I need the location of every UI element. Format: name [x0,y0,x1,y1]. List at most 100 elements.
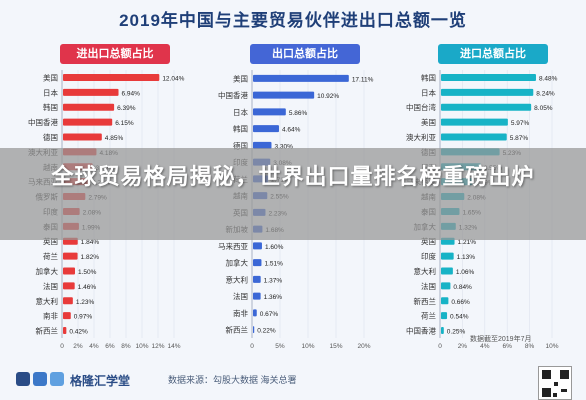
data-label: 1.23% [76,299,95,306]
x-tick-label: 0 [250,343,254,350]
category-label: 荷兰 [43,251,58,261]
category-label: 德国 [43,132,58,142]
x-tick-label: 4% [89,343,99,350]
category-label: 英国 [43,236,58,246]
data-label: 5.86% [289,110,308,117]
x-tick-label: 8% [121,343,131,350]
data-label: 1.36% [264,294,283,301]
x-tick-label: 14% [167,343,180,350]
panel-header-import-export: 进出口总额占比 [60,44,170,64]
x-tick-label: 6% [105,343,115,350]
bar [253,91,315,99]
data-label: 1.84% [81,239,100,246]
bar [253,74,349,82]
category-label: 加拿大 [226,258,249,268]
category-label: 美国 [43,72,58,82]
category-label: 加拿大 [36,266,59,276]
x-tick-label: 10% [135,343,148,350]
bar [441,327,444,335]
data-label: 4.64% [282,127,301,134]
bar [441,267,453,275]
bar [441,88,534,96]
data-label: 4.85% [105,135,124,142]
x-tick-label: 2% [458,343,468,350]
category-label: 美国 [233,73,248,83]
data-label: 0.66% [451,299,470,306]
category-label: 新西兰 [226,325,249,335]
category-label: 法国 [43,281,58,291]
data-label: 0.67% [260,311,279,318]
data-label: 1.50% [78,269,97,276]
bar [63,133,102,141]
bar [441,297,449,305]
data-label: 0.97% [74,314,93,321]
category-label: 中国台湾 [406,102,436,112]
category-label: 韩国 [233,124,248,134]
page-title: 2019年中国与主要贸易伙伴进出口总额一览 [119,11,467,30]
bar [441,133,507,141]
bar [253,125,279,133]
x-tick-label: 2% [73,343,83,350]
data-label: 0.25% [447,329,466,336]
category-label: 马来西亚 [218,242,248,251]
category-label: 韩国 [421,72,436,82]
data-label: 1.60% [265,244,284,251]
bar [253,292,261,300]
data-label: 1.06% [456,269,475,276]
bar [63,73,160,81]
x-tick-label: 6% [502,343,512,350]
data-label: 10.92% [317,93,339,100]
x-tick-label: 15% [329,343,342,350]
bar [63,282,75,290]
bar [441,103,532,111]
data-label: 1.37% [264,277,283,284]
bar [253,259,262,267]
bar [63,103,115,111]
bar [253,242,262,250]
data-label: 5.97% [511,120,530,127]
category-label: 日本 [421,87,436,97]
data-label: 0.22% [257,328,276,335]
bar [253,275,261,283]
x-tick-label: 4% [480,343,490,350]
category-label: 日本 [43,87,58,97]
data-label: 0.42% [69,329,88,336]
category-label: 南非 [233,308,248,318]
category-label: 中国香港 [218,90,248,100]
category-label: 荷兰 [421,311,436,321]
data-label: 1.82% [81,254,100,261]
bar [63,118,113,126]
bar [63,88,119,96]
data-label: 1.51% [264,261,283,268]
category-label: 意大利 [414,266,437,276]
qr-code-icon [538,366,572,400]
headline-overlay [0,148,586,240]
data-note: 数据截至2019年7月 [470,336,532,343]
x-tick-label: 0 [60,343,64,350]
x-tick-label: 10% [545,343,558,350]
category-label: 韩国 [43,102,58,112]
data-label: 3.30% [274,143,293,150]
data-label: 17.11% [352,76,374,83]
bar [63,252,78,260]
headline-text: 全球贸易格局揭秘，世界出口量排名榜重磅出炉 [51,164,535,189]
data-label: 1.13% [457,254,476,261]
category-label: 日本 [233,107,248,117]
data-label: 6.94% [122,90,141,97]
category-label: 澳大利亚 [406,132,436,142]
footer: 格隆汇学堂 数据来源：勾股大数据 海关总署 [0,364,586,400]
data-label: 12.04% [162,75,184,82]
bar [441,73,536,81]
x-tick-label: 12% [151,343,164,350]
logo-mark-icon [16,372,64,386]
x-tick-label: 5% [275,343,285,350]
bar [63,312,71,320]
x-tick-label: 8% [525,343,535,350]
category-label: 中国香港 [28,117,58,127]
data-label: 6.15% [115,120,134,127]
bar [441,118,508,126]
category-label: 德国 [233,140,248,150]
category-label: 英国 [421,236,436,246]
data-label: 1.21% [458,239,477,246]
x-tick-label: 10% [301,343,314,350]
